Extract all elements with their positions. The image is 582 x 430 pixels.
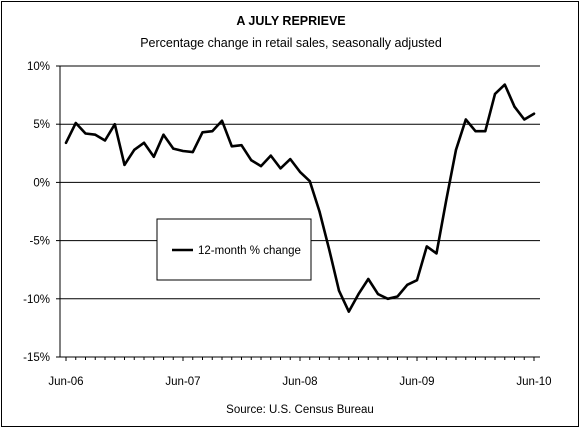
data-point [133, 148, 136, 151]
data-point [308, 180, 311, 183]
data-point [523, 118, 526, 121]
data-point [464, 118, 467, 121]
data-point [250, 159, 253, 162]
data-point [406, 283, 409, 286]
data-point [503, 83, 506, 86]
y-tick-label: 10% [27, 61, 50, 73]
y-tick-label: 5% [33, 119, 50, 131]
data-point [435, 252, 438, 255]
data-point [123, 163, 126, 167]
data-point [415, 279, 419, 282]
data-point [454, 148, 458, 151]
data-point [474, 130, 477, 133]
data-point [240, 144, 243, 147]
series-layer [64, 83, 536, 313]
data-point [532, 112, 536, 115]
data-point [328, 248, 331, 252]
data-point [386, 297, 389, 300]
y-tick-label: -10% [23, 294, 50, 306]
data-point [484, 130, 487, 133]
x-tick-label: Jun-06 [48, 376, 83, 388]
data-point [191, 151, 194, 154]
data-point [298, 170, 302, 174]
data-point [376, 293, 380, 296]
gridlines [59, 65, 540, 358]
data-point [172, 147, 175, 150]
data-point [347, 310, 350, 313]
data-point [181, 149, 185, 153]
data-point [357, 293, 360, 296]
x-tick-label: Jun-09 [399, 376, 434, 388]
data-point [142, 141, 146, 144]
data-point [445, 198, 448, 201]
data-point [337, 289, 341, 292]
data-point [220, 119, 224, 122]
data-point [162, 133, 165, 136]
y-tick-label: -15% [23, 352, 50, 364]
data-point [259, 165, 263, 168]
data-point [279, 167, 282, 170]
legend: 12-month % change [156, 218, 312, 281]
data-point [94, 133, 97, 136]
data-point [211, 130, 214, 133]
chart-title: A JULY REPRIEVE [236, 14, 345, 28]
x-tick-label: Jun-07 [165, 376, 200, 388]
data-point [230, 145, 233, 148]
source-note: Source: U.S. Census Bureau [226, 404, 374, 416]
x-axis-ticks: Jun-06 Jun-07 Jun-08 Jun-09 Jun-10 [48, 357, 552, 388]
data-point [513, 105, 516, 108]
y-tick-label: 0% [33, 177, 50, 189]
chart-subtitle: Percentage change in retail sales, seaso… [140, 36, 442, 50]
y-tick-label: -5% [30, 236, 50, 248]
x-tick-label: Jun-08 [282, 376, 317, 388]
data-point [367, 277, 370, 281]
data-point [84, 132, 87, 135]
data-point [74, 121, 77, 125]
data-point [318, 210, 321, 213]
data-point [289, 158, 292, 161]
data-point [493, 92, 497, 96]
data-point [201, 131, 204, 134]
data-point [396, 295, 399, 298]
y-axis-ticks: 10% 5% 0% -5% -10% -15% [23, 61, 60, 364]
data-point [103, 139, 107, 142]
data-point [425, 245, 428, 248]
data-point [269, 154, 272, 157]
data-point [64, 141, 68, 144]
legend-label: 12-month % change [198, 245, 301, 257]
data-point [113, 123, 116, 126]
data-point [152, 155, 155, 158]
x-tick-label: Jun-10 [516, 376, 551, 388]
